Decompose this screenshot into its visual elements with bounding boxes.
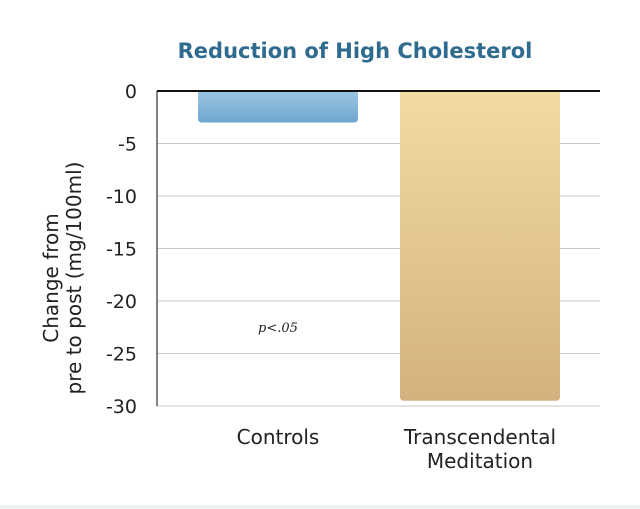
footer-strip	[0, 505, 640, 509]
axes	[156, 90, 600, 406]
y-axis-label: Change frompre to post (mg/100ml)	[39, 162, 86, 395]
y-tick-label: -30	[106, 396, 137, 418]
y-tick-label: -10	[106, 186, 137, 208]
bar-transcendental-meditation	[400, 91, 560, 401]
y-tick-label: -25	[106, 344, 137, 366]
y-tick-labels: 0 -5 -10 -15 -20 -25 -30	[106, 81, 137, 418]
category-label: Transcendental Meditation	[403, 425, 556, 473]
y-tick-label: 0	[125, 81, 137, 103]
bar-controls	[198, 91, 358, 123]
y-tick-label: -5	[118, 134, 137, 156]
y-tick-label: -20	[106, 291, 137, 313]
significance-annotation: p<.05	[258, 321, 298, 336]
bars	[198, 91, 560, 401]
category-labels: Controls Transcendental Meditation	[237, 425, 556, 473]
y-tick-label: -15	[106, 239, 137, 261]
chart-title: Reduction of High Cholesterol	[178, 39, 533, 63]
category-label: Controls	[237, 425, 320, 449]
